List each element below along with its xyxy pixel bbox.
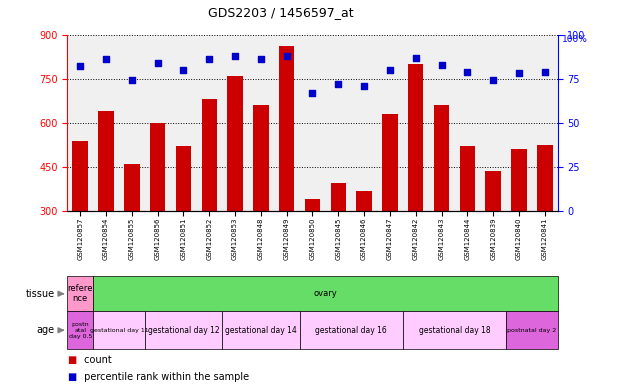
Bar xyxy=(93,311,145,349)
Bar xyxy=(279,46,294,211)
Bar xyxy=(408,64,424,211)
Point xyxy=(333,81,344,87)
Bar xyxy=(145,311,222,349)
Point xyxy=(75,63,85,70)
Bar xyxy=(331,183,346,211)
Bar xyxy=(201,99,217,211)
Point xyxy=(411,55,421,61)
Text: GDS2203 / 1456597_at: GDS2203 / 1456597_at xyxy=(208,6,353,19)
Bar xyxy=(537,145,553,211)
Text: ■: ■ xyxy=(67,372,76,382)
Point xyxy=(462,69,472,75)
Bar xyxy=(67,276,93,311)
Point xyxy=(385,67,395,73)
Text: gestational day 12: gestational day 12 xyxy=(147,326,219,335)
Point xyxy=(230,53,240,59)
Bar xyxy=(356,190,372,211)
Text: gestational day 14: gestational day 14 xyxy=(225,326,297,335)
Text: postnatal day 2: postnatal day 2 xyxy=(507,328,556,333)
Bar xyxy=(506,311,558,349)
Text: ovary: ovary xyxy=(313,289,337,298)
Point xyxy=(256,56,266,62)
Bar xyxy=(403,311,506,349)
Point xyxy=(307,90,317,96)
Text: refere
nce: refere nce xyxy=(67,284,93,303)
Point xyxy=(540,69,550,75)
Text: tissue: tissue xyxy=(25,289,54,299)
Text: gestational day 11: gestational day 11 xyxy=(90,328,148,333)
Text: percentile rank within the sample: percentile rank within the sample xyxy=(81,372,249,382)
Bar xyxy=(382,114,397,211)
Point xyxy=(359,83,369,89)
Text: 100%: 100% xyxy=(562,35,588,43)
Point xyxy=(127,78,137,84)
Bar xyxy=(434,105,449,211)
Bar xyxy=(72,141,88,211)
Bar xyxy=(150,123,165,211)
Bar xyxy=(228,76,243,211)
Text: ■: ■ xyxy=(67,355,76,365)
Text: gestational day 18: gestational day 18 xyxy=(419,326,490,335)
Point xyxy=(514,70,524,76)
Text: age: age xyxy=(37,325,54,335)
Point xyxy=(281,53,292,59)
Bar xyxy=(98,111,113,211)
Point xyxy=(153,60,163,66)
Bar xyxy=(304,199,320,211)
Bar xyxy=(512,149,527,211)
Text: count: count xyxy=(81,355,112,365)
Bar xyxy=(299,311,403,349)
Text: gestational day 16: gestational day 16 xyxy=(315,326,387,335)
Point xyxy=(437,61,447,68)
Point xyxy=(178,67,188,73)
Bar xyxy=(222,311,299,349)
Text: postn
atal
day 0.5: postn atal day 0.5 xyxy=(69,322,92,339)
Bar xyxy=(67,311,93,349)
Point xyxy=(488,78,498,84)
Point xyxy=(101,56,111,62)
Bar xyxy=(124,164,140,211)
Bar xyxy=(176,146,191,211)
Bar xyxy=(253,105,269,211)
Bar xyxy=(485,172,501,211)
Bar xyxy=(460,146,475,211)
Point xyxy=(204,56,214,62)
